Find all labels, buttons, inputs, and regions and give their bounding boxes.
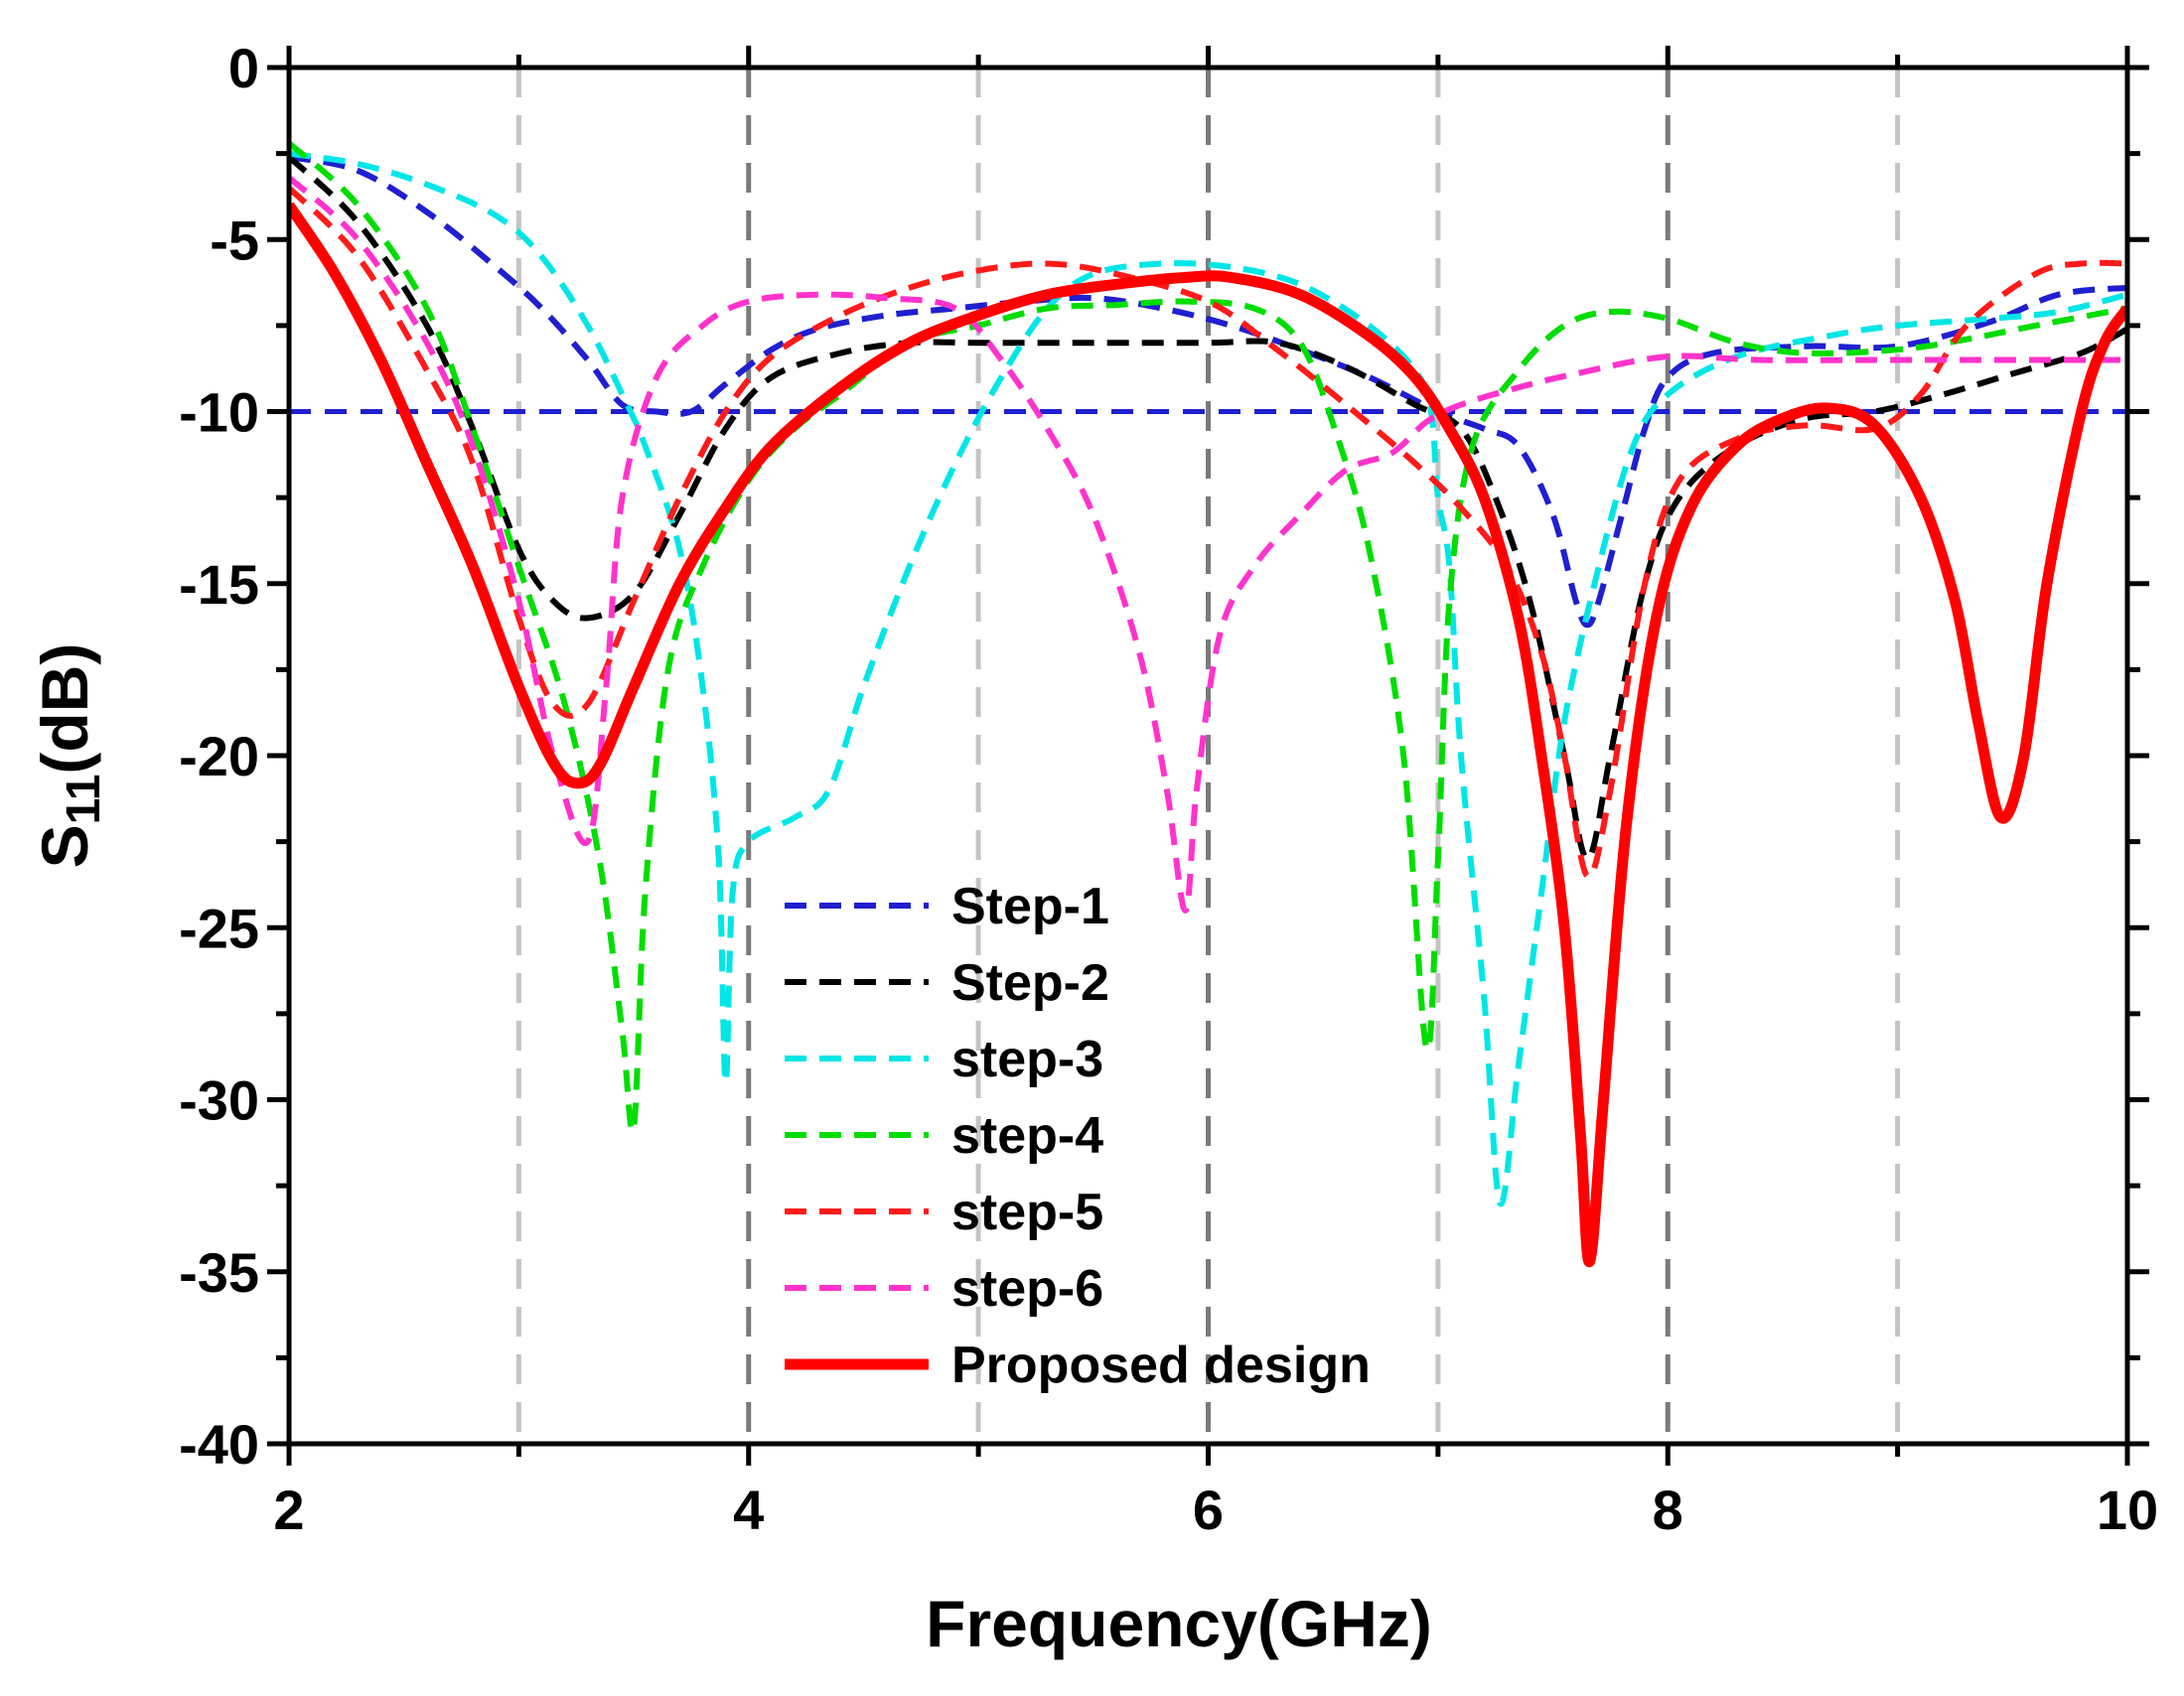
y-tick-label-minus-30: -30 — [179, 1069, 259, 1132]
y-axis-title-suffix: (dB) — [28, 643, 101, 775]
legend-label-proposed-design: Proposed design — [951, 1337, 1371, 1394]
legend-label-step-5: step-5 — [951, 1184, 1103, 1241]
y-tick-label-0: 0 — [228, 37, 259, 99]
x-axis-title: Frequency(GHz) — [926, 1587, 1432, 1660]
y-tick-labels: 0 -5 -10 -15 -20 -25 -30 -35 -40 — [179, 37, 259, 1476]
legend-label-step-1: Step-1 — [951, 878, 1109, 935]
y-tick-label-minus-25: -25 — [179, 897, 259, 959]
legend-label-step-3: step-3 — [951, 1031, 1103, 1088]
series-layer — [289, 140, 2127, 1267]
y-tick-label-minus-10: -10 — [179, 381, 259, 444]
series-line-proposed-design — [289, 202, 2127, 1267]
series-line-step-6 — [289, 175, 2127, 914]
legend-label-step-6: step-6 — [951, 1260, 1103, 1318]
axis-ticks — [267, 46, 2149, 1466]
series-line-step-5 — [289, 186, 2127, 880]
x-tick-label-2: 2 — [273, 1479, 304, 1541]
series-line-step-4 — [289, 140, 2127, 1135]
y-tick-label-minus-40: -40 — [179, 1413, 259, 1476]
y-tick-label-minus-20: -20 — [179, 725, 259, 787]
x-tick-label-10: 10 — [2097, 1479, 2158, 1541]
y-tick-label-minus-15: -15 — [179, 553, 259, 616]
legend: Step-1 Step-2 step-3 step-4 step-5 step-6 Prop… — [785, 878, 1371, 1394]
y-tick-label-minus-35: -35 — [179, 1241, 259, 1304]
x-tick-labels: 2 4 6 8 10 — [273, 1479, 2158, 1541]
x-tick-label-4: 4 — [733, 1479, 764, 1541]
x-tick-label-8: 8 — [1653, 1479, 1683, 1541]
x-tick-label-6: 6 — [1193, 1479, 1224, 1541]
series-line-step-2 — [289, 154, 2127, 862]
legend-label-step-2: Step-2 — [951, 954, 1109, 1012]
y-tick-label-minus-5: -5 — [210, 209, 259, 271]
vertical-gridlines — [515, 68, 1901, 1444]
y-axis-title: S11(dB) — [28, 643, 110, 869]
y-axis-title-subscript: 11 — [58, 775, 110, 825]
y-axis-title-main: S — [28, 824, 101, 868]
legend-label-step-4: step-4 — [951, 1107, 1103, 1165]
